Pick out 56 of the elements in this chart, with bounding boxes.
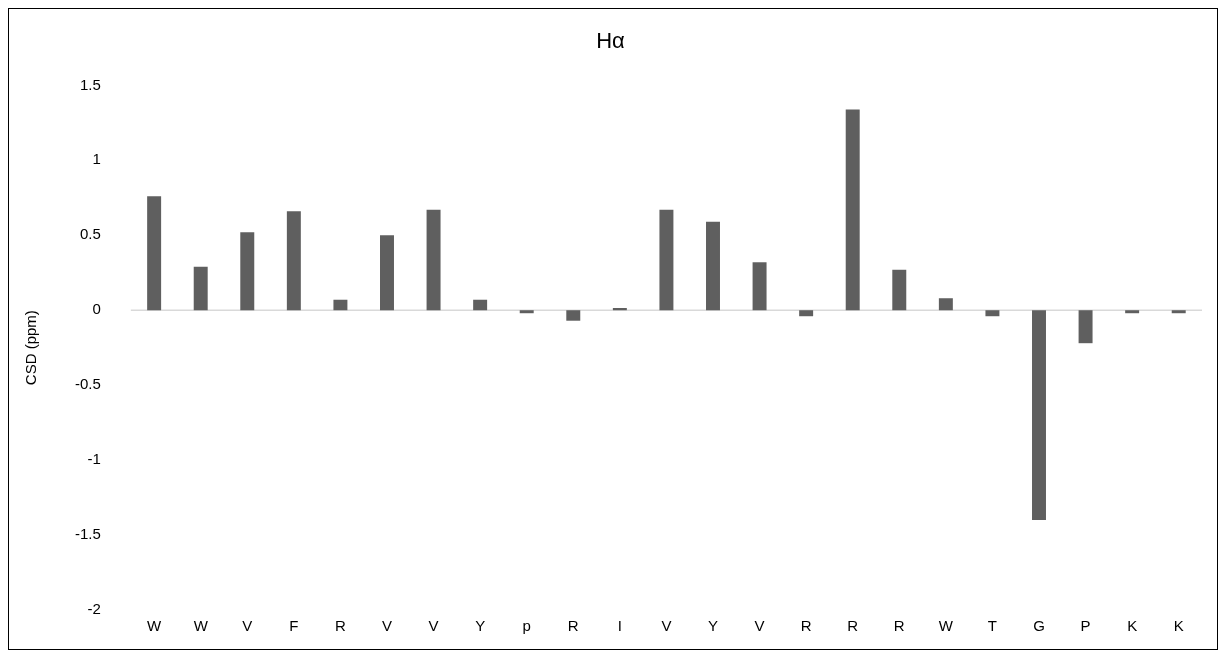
bar [473, 299, 488, 311]
x-tick-label: K [1173, 617, 1184, 635]
y-axis-title: CSD (ppm) [22, 310, 40, 386]
x-tick-label: V [754, 617, 765, 635]
y-tick-label: -1.5 [74, 525, 101, 543]
x-tick-label: R [335, 617, 346, 635]
x-tick-label: W [193, 617, 209, 635]
bar [706, 221, 720, 311]
bar [938, 298, 953, 311]
bar [752, 262, 767, 311]
bar [659, 209, 674, 311]
y-tick-label: 0.5 [79, 225, 101, 243]
bar [1032, 310, 1046, 521]
x-tick-label: R [800, 617, 812, 635]
bar [985, 310, 1000, 317]
bar [612, 307, 627, 311]
x-tick-label: W [938, 617, 954, 635]
x-tick-label: K [1127, 617, 1138, 635]
x-tick-label: Y [475, 617, 486, 635]
bar [147, 196, 162, 311]
bar [426, 209, 441, 311]
bar [193, 266, 208, 311]
y-tick-label: 1.5 [79, 75, 101, 93]
x-tick-label: p [522, 617, 531, 635]
x-tick-label: Y [707, 617, 718, 635]
x-tick-label: R [847, 617, 859, 635]
x-tick-label: V [242, 617, 253, 635]
bar [286, 211, 301, 311]
bar [566, 310, 581, 321]
bar [1125, 310, 1140, 314]
x-tick-label: V [661, 617, 672, 635]
y-tick-label: 0 [92, 300, 101, 318]
bar [519, 310, 534, 314]
x-tick-label: F [289, 617, 299, 635]
x-tick-label: I [617, 617, 622, 635]
x-tick-label: V [428, 617, 439, 635]
x-tick-label: R [893, 617, 905, 635]
bar [240, 232, 255, 311]
x-tick-label: W [147, 617, 163, 635]
bar [892, 269, 907, 311]
x-tick-label: P [1080, 617, 1091, 635]
bar [333, 299, 348, 311]
y-tick-label: -1 [87, 450, 101, 468]
y-tick-label: 1 [92, 150, 101, 168]
y-tick-label: -0.5 [74, 375, 101, 393]
bar [1171, 310, 1186, 314]
bar [380, 235, 394, 311]
bar [1078, 310, 1093, 344]
x-tick-label: T [987, 617, 998, 635]
chart-title: Hα [596, 28, 626, 54]
bar [845, 109, 860, 311]
y-tick-label: -2 [87, 600, 101, 618]
bar [799, 310, 814, 317]
x-tick-label: G [1033, 617, 1045, 635]
x-tick-label: V [381, 617, 392, 635]
x-tick-label: R [567, 617, 579, 635]
